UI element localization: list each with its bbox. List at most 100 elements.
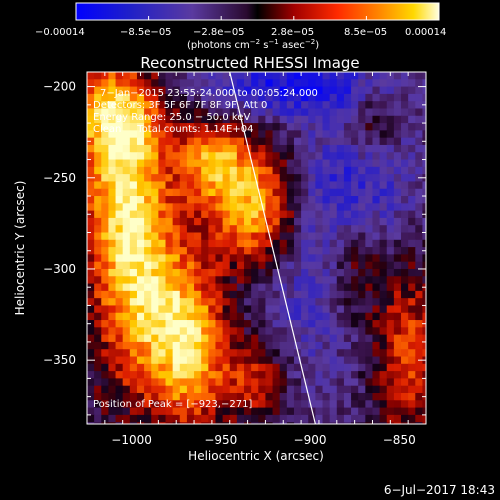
heatmap-cell — [201, 378, 209, 387]
heatmap-cell — [401, 276, 409, 285]
heatmap-cell — [229, 305, 238, 314]
heatmap-cell — [251, 137, 259, 146]
heatmap-cell — [208, 101, 217, 110]
heatmap-cell — [94, 152, 102, 161]
heatmap-cell — [236, 407, 245, 416]
heatmap-cell — [272, 144, 281, 153]
heatmap-cell — [244, 407, 252, 416]
colorbar-ticks — [75, 16, 440, 20]
heatmap-cell — [251, 210, 259, 219]
heatmap-cell — [379, 101, 388, 110]
heatmap-cell — [144, 327, 152, 336]
heatmap-cell — [408, 356, 416, 365]
heatmap-cell — [108, 152, 117, 161]
heatmap-cell — [358, 261, 366, 270]
heatmap-cell — [358, 115, 366, 124]
heatmap-cell — [308, 327, 316, 336]
heatmap-cell — [236, 371, 245, 380]
heatmap-cell — [244, 305, 252, 314]
heatmap-cell — [301, 130, 309, 139]
heatmap-cell — [415, 188, 424, 197]
heatmap-cell — [343, 400, 352, 409]
heatmap-cell — [236, 290, 245, 299]
heatmap-cell — [222, 320, 231, 328]
heatmap-cell — [151, 115, 159, 124]
heatmap-cell — [151, 305, 159, 314]
heatmap-cell — [172, 232, 181, 241]
heatmap-cell — [115, 356, 124, 365]
heatmap-cell — [94, 210, 102, 219]
heatmap-cell — [415, 152, 424, 161]
heatmap-cell — [365, 341, 374, 350]
heatmap-cell — [165, 79, 174, 88]
heatmap-cell — [186, 210, 195, 219]
heatmap-cell — [208, 210, 217, 219]
heatmap-cell — [286, 108, 295, 117]
heatmap-cell — [215, 144, 224, 153]
heatmap-cell — [265, 115, 274, 124]
heatmap-cell — [293, 174, 302, 183]
heatmap-cell — [151, 341, 159, 350]
heatmap-cell — [94, 268, 102, 277]
heatmap-cell — [87, 371, 95, 380]
heatmap-cell — [87, 254, 95, 263]
heatmap-cell — [215, 392, 224, 401]
heatmap-cell — [144, 210, 152, 219]
heatmap-cell — [386, 159, 395, 168]
heatmap-cell — [115, 283, 124, 292]
heatmap-cell — [229, 392, 238, 401]
heatmap-cell — [251, 349, 259, 358]
heatmap-cell — [94, 290, 102, 299]
heatmap-cell — [386, 144, 395, 153]
heatmap-cell — [286, 123, 295, 131]
heatmap-cell — [194, 298, 202, 307]
heatmap-cell — [301, 247, 309, 255]
heatmap-cell — [272, 392, 281, 401]
heatmap-cell — [308, 101, 316, 110]
heatmap-cell — [215, 283, 224, 292]
heatmap-cell — [372, 320, 381, 328]
heatmap-cell — [236, 349, 245, 358]
heatmap-cell — [315, 268, 324, 277]
heatmap-cell — [165, 320, 174, 328]
heatmap-cell — [244, 115, 252, 124]
heatmap-cell — [158, 261, 167, 270]
heatmap-cell — [358, 305, 366, 314]
heatmap-cell — [329, 152, 338, 161]
heatmap-cell — [158, 217, 167, 226]
heatmap-cell — [108, 371, 117, 380]
heatmap-cell — [386, 93, 395, 102]
heatmap-cell — [215, 217, 224, 226]
heatmap-cell — [94, 247, 102, 255]
heatmap-cell — [172, 174, 181, 183]
heatmap-cell — [165, 86, 174, 95]
heatmap-cell — [222, 72, 231, 80]
heatmap-cell — [358, 144, 366, 153]
heatmap-cell — [351, 188, 359, 197]
heatmap-cell — [122, 378, 131, 387]
heatmap-cell — [379, 247, 388, 255]
heatmap-cell — [258, 312, 267, 321]
heatmap-cell — [408, 320, 416, 328]
heatmap-cell — [129, 137, 138, 146]
heatmap-cell — [365, 334, 374, 343]
heatmap-cell — [201, 93, 209, 102]
heatmap-cell — [136, 130, 145, 139]
heatmap-cell — [293, 305, 302, 314]
heatmap-cell — [336, 108, 345, 117]
heatmap-cell — [194, 261, 202, 270]
heatmap-cell — [379, 130, 388, 139]
heatmap-cell — [165, 276, 174, 285]
heatmap-cell — [165, 312, 174, 321]
heatmap-cell — [415, 414, 424, 423]
heatmap-cell — [365, 203, 374, 212]
heatmap-cell — [315, 93, 324, 102]
heatmap-cell — [87, 181, 95, 190]
heatmap-cell — [315, 79, 324, 88]
heatmap-cell — [201, 407, 209, 416]
heatmap-cell — [415, 254, 424, 263]
x-axis-label: Heliocentric X (arcsec) — [188, 449, 324, 463]
heatmap-cell — [272, 232, 281, 241]
heatmap-cell — [251, 217, 259, 226]
heatmap-cell — [308, 414, 316, 423]
